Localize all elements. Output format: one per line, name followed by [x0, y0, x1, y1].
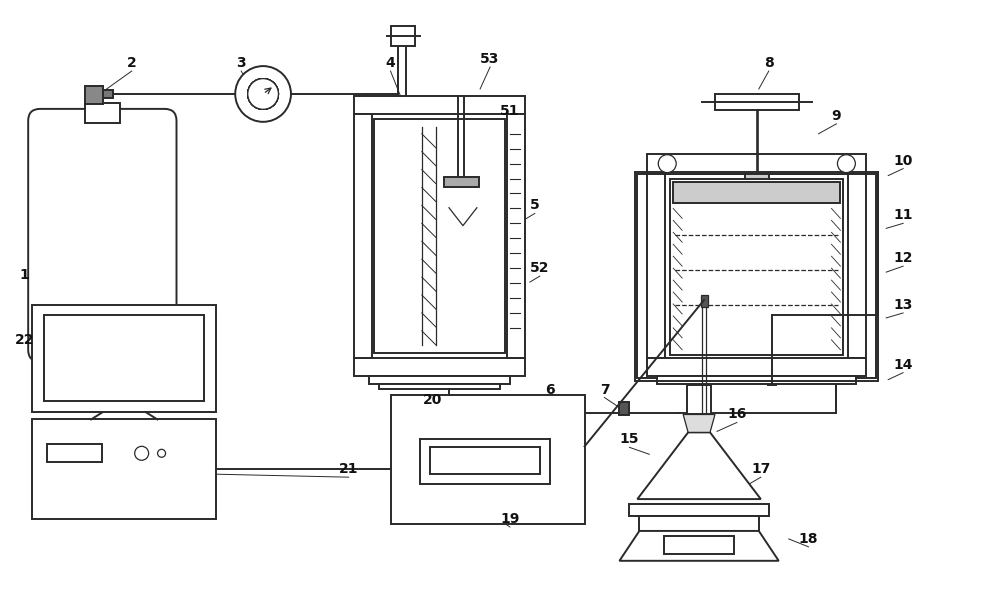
Text: 8: 8 [764, 56, 774, 70]
Bar [44, 315, 204, 400]
Text: 13: 13 [893, 298, 913, 312]
Text: 52: 52 [530, 261, 550, 275]
Text: 20: 20 [423, 393, 442, 406]
Bar [354, 358, 525, 376]
Circle shape [235, 66, 291, 122]
Bar [374, 119, 505, 353]
Bar [639, 516, 759, 531]
Circle shape [248, 78, 278, 109]
Text: 9: 9 [832, 109, 841, 123]
Bar [647, 358, 866, 376]
Circle shape [248, 78, 278, 109]
Text: 7: 7 [600, 382, 609, 397]
Bar [85, 103, 120, 123]
Text: 4: 4 [386, 56, 395, 70]
Bar [47, 444, 102, 463]
Bar [103, 90, 113, 98]
Circle shape [248, 78, 278, 109]
Text: 11: 11 [893, 209, 913, 223]
Text: 53: 53 [480, 52, 500, 66]
Text: 22: 22 [14, 333, 34, 347]
Text: 21: 21 [339, 463, 358, 476]
Bar [555, 402, 571, 415]
Text: 6: 6 [545, 382, 555, 397]
Bar [635, 172, 878, 380]
Bar [701, 295, 708, 307]
Text: 2: 2 [127, 56, 137, 70]
Bar [629, 504, 769, 516]
Text: 18: 18 [799, 532, 818, 546]
Text: 19: 19 [500, 512, 520, 526]
Circle shape [248, 78, 278, 109]
Bar [85, 86, 103, 104]
Bar [430, 447, 540, 474]
Bar [657, 376, 856, 384]
Text: 16: 16 [727, 408, 747, 421]
Bar [673, 182, 840, 203]
Bar [687, 385, 711, 414]
Bar [745, 174, 769, 192]
Bar [369, 376, 510, 384]
Circle shape [248, 78, 278, 109]
Bar [715, 94, 799, 110]
Text: 10: 10 [893, 154, 913, 168]
Bar [32, 420, 216, 519]
Text: 12: 12 [893, 251, 913, 265]
Circle shape [248, 78, 278, 109]
Bar [670, 178, 843, 355]
Bar [55, 350, 150, 368]
FancyBboxPatch shape [28, 109, 176, 362]
Text: 5: 5 [530, 198, 540, 212]
Text: 17: 17 [751, 463, 770, 476]
Circle shape [248, 78, 278, 109]
Circle shape [658, 155, 676, 172]
Bar [444, 177, 479, 188]
Circle shape [158, 449, 166, 457]
Bar [391, 394, 585, 524]
Bar [664, 536, 734, 554]
Bar [354, 114, 372, 358]
Bar [55, 368, 150, 371]
Bar [391, 27, 415, 46]
Bar [619, 402, 629, 415]
Bar [420, 440, 550, 484]
Bar [32, 305, 216, 412]
Polygon shape [637, 432, 761, 499]
Polygon shape [683, 414, 715, 432]
Text: 3: 3 [236, 56, 246, 70]
Text: 15: 15 [620, 432, 639, 446]
Bar [848, 174, 866, 358]
Bar [647, 154, 866, 174]
Bar [637, 174, 876, 377]
Text: 1: 1 [19, 268, 29, 282]
Text: 14: 14 [893, 358, 913, 371]
Bar [379, 384, 500, 388]
Circle shape [248, 78, 278, 109]
Circle shape [837, 155, 855, 172]
Circle shape [248, 78, 278, 109]
Bar [354, 96, 525, 114]
Bar [647, 174, 665, 358]
Circle shape [248, 78, 278, 109]
Circle shape [135, 446, 149, 460]
Circle shape [248, 78, 278, 109]
Bar [507, 114, 525, 358]
Text: 51: 51 [500, 104, 520, 118]
Polygon shape [619, 531, 779, 561]
Circle shape [248, 78, 278, 109]
